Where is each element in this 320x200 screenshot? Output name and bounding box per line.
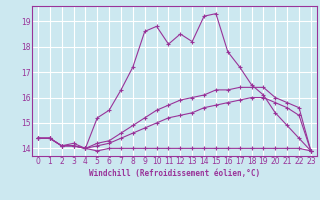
X-axis label: Windchill (Refroidissement éolien,°C): Windchill (Refroidissement éolien,°C) — [89, 169, 260, 178]
